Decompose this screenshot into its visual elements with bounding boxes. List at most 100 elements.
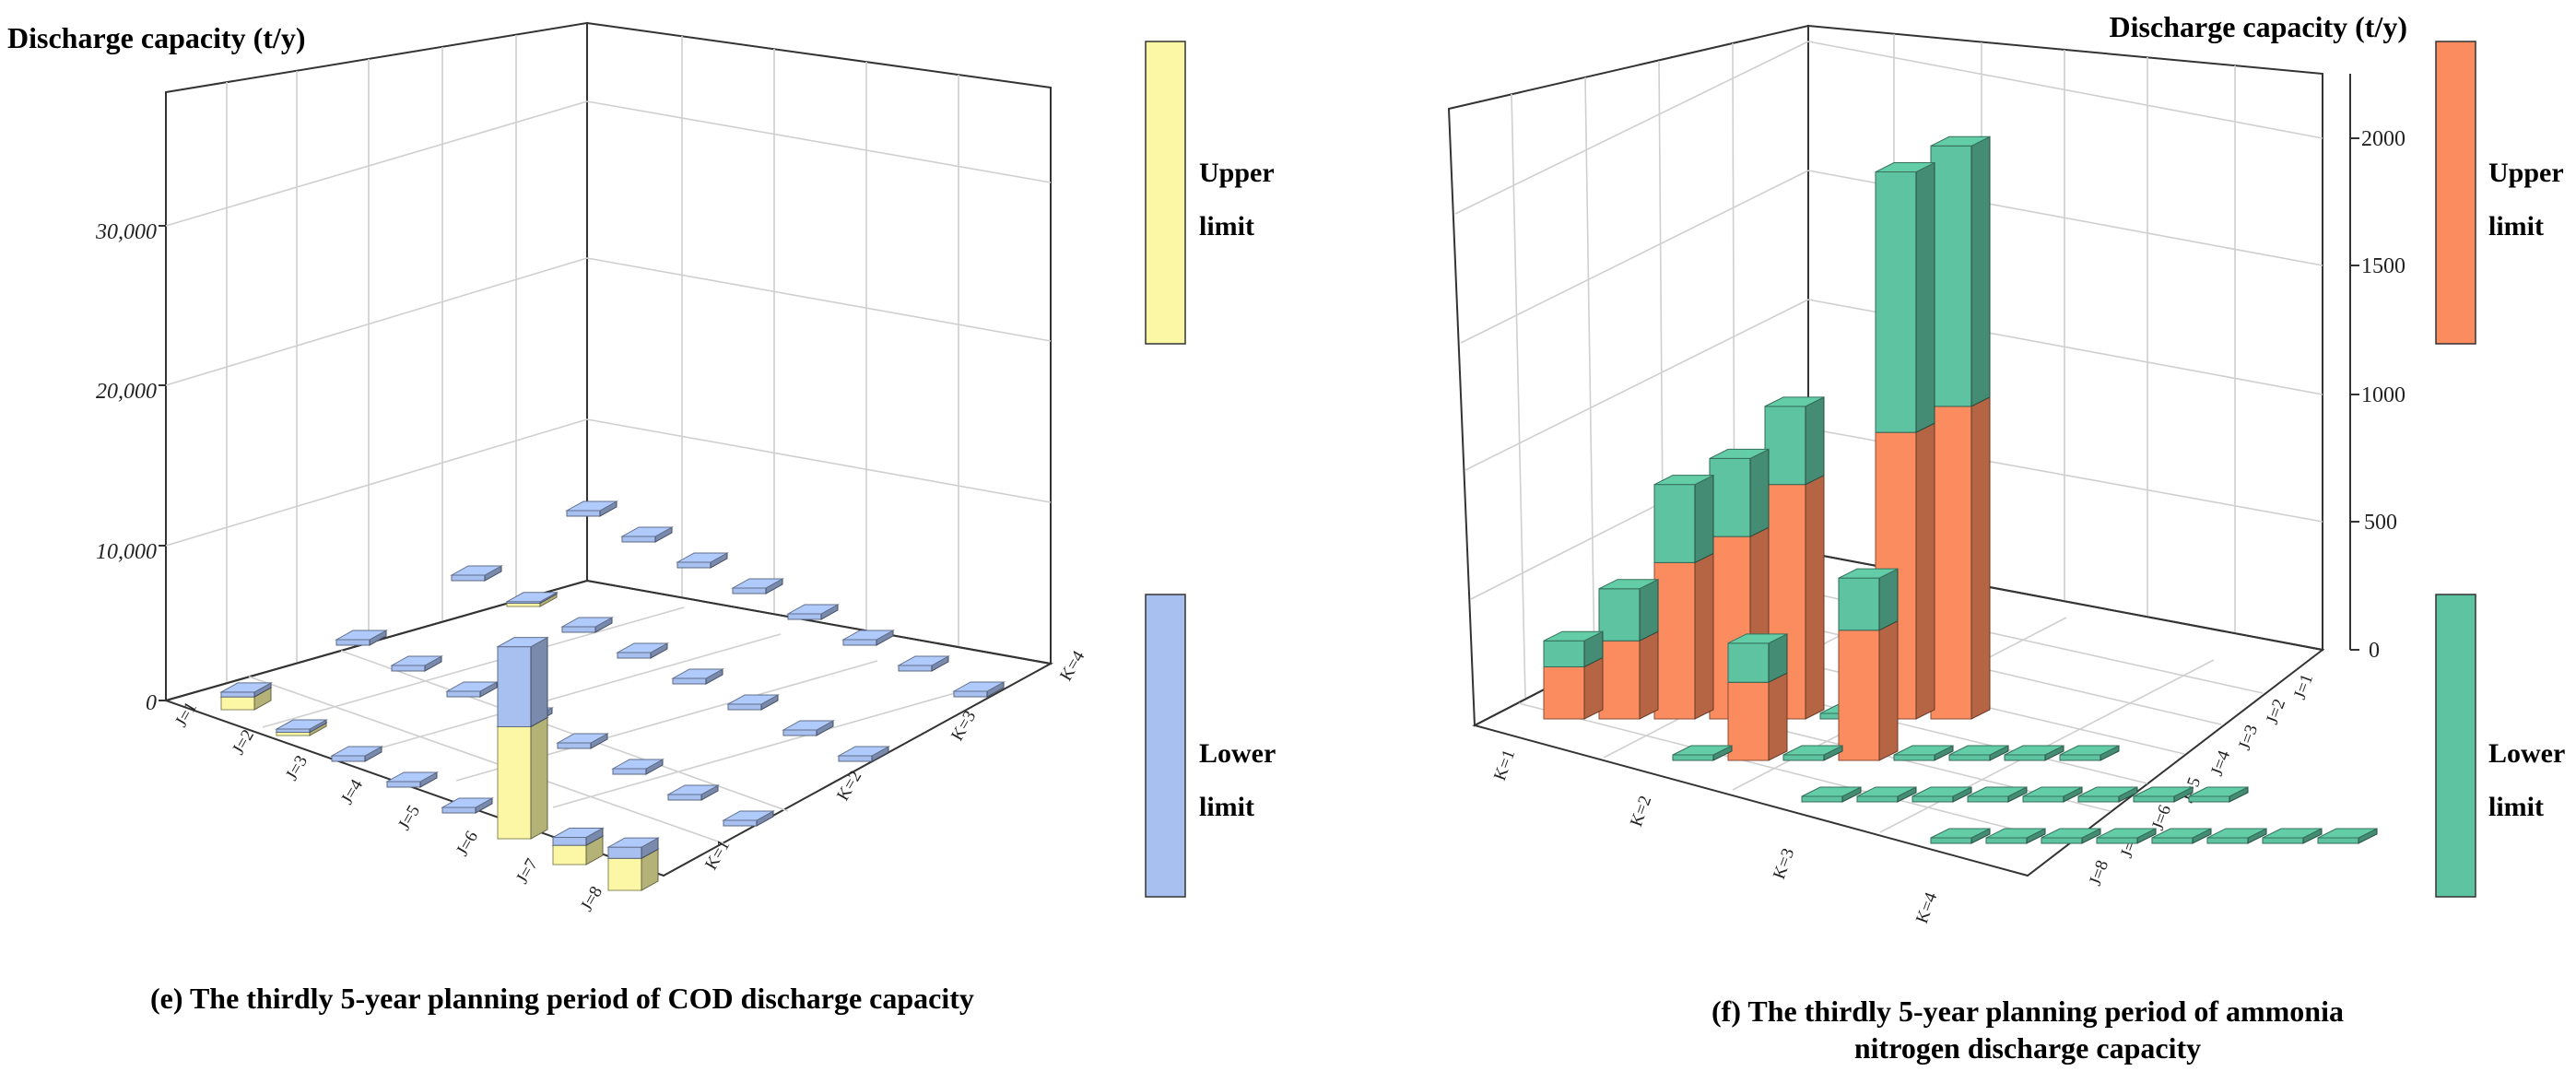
bar-0-3 [385, 771, 439, 788]
x-tick-label: K=3 [1770, 846, 1798, 882]
bar-flat-top [841, 630, 895, 641]
bar-1-0 [2059, 745, 2120, 761]
bar-flat-front [1985, 837, 2028, 844]
bar-flat-top [1782, 745, 1843, 756]
bar-lower-front [1838, 577, 1880, 631]
bar-upper-front [220, 696, 255, 711]
chart-f-caption-line1: (f) The thirdly 5-year planning period o… [1711, 995, 2344, 1028]
chart-e-zlabel: Discharge capacity (t/y) [7, 21, 305, 54]
bar-flat-top [2206, 828, 2267, 839]
chart-f-zlabel: Discharge capacity (t/y) [2110, 10, 2407, 43]
bar-upper-side [1583, 656, 1604, 720]
bar-flat-top [782, 720, 835, 731]
bar-flat-front [1911, 795, 1954, 803]
bar-flat-front [732, 587, 767, 594]
bar-flat-front [386, 781, 421, 788]
chart-f-z-ticks: 0 500 1000 1500 2000 [2349, 74, 2405, 663]
bar-flat-front [2151, 837, 2194, 844]
y-tick-label: J=4 [2207, 748, 2234, 779]
z-tick: 0 [146, 691, 157, 715]
bar-lower-front [1543, 640, 1585, 667]
bar-flat-top [330, 746, 383, 757]
bar-flat-front [2262, 837, 2304, 844]
bar-upper-front [1543, 665, 1585, 720]
bar-flat-top [385, 771, 439, 783]
bar-3-0 [2317, 828, 2378, 844]
bar-flat-front [787, 613, 822, 620]
bar-2-4 [1967, 786, 2028, 803]
bar-flat-top [2262, 828, 2323, 839]
bar-2-1 [505, 591, 559, 607]
bar-flat-top [2188, 786, 2249, 797]
bar-upper-front [1930, 406, 1972, 720]
bar-upper-front [552, 844, 587, 865]
bar-3-3 [2151, 828, 2212, 844]
bar-flat-top [560, 617, 614, 628]
bar-1-5 [1782, 745, 1843, 761]
bar-2-0 [450, 565, 503, 582]
bar-1-3 [1893, 745, 1954, 761]
bar-1-2 [1948, 745, 2009, 761]
bar-lower-top [1930, 135, 1991, 147]
bar-lower-top [606, 837, 660, 848]
bar-lower-front [552, 836, 587, 846]
bar-lower-front [1875, 171, 1917, 433]
legend-label-upper-2: limit [2488, 211, 2544, 241]
bar-0-2 [330, 746, 383, 762]
bar-flat-front [676, 561, 712, 569]
bar-flat-front [391, 665, 426, 672]
bar-flat-top [441, 797, 494, 808]
x-tick-label: K=1 [1490, 748, 1519, 783]
bar-0-4 [441, 797, 494, 814]
bar-flat-front [2022, 795, 2064, 803]
z-tick: 500 [2364, 511, 2397, 535]
bar-flat-top [1856, 786, 1917, 797]
bar-flat-top [1967, 786, 2028, 797]
bar-2-6 [782, 720, 835, 736]
chart-e-bars [219, 500, 1006, 891]
bar-flat-front [1672, 754, 1714, 761]
y-tick-label: K=1 [701, 837, 734, 874]
bar-1-7 [1672, 745, 1733, 761]
bar-flat-front [2317, 837, 2359, 844]
bar-flat-top [676, 552, 729, 563]
bar-flat-front [1948, 754, 1991, 761]
x-tick-label: J=4 [337, 776, 367, 808]
bar-lower-top [1875, 162, 1935, 173]
bar-3-1 [620, 526, 674, 543]
bar-lower-front [1930, 145, 1972, 407]
bar-3-6 [897, 655, 950, 672]
bar-flat-top [445, 681, 499, 692]
bar-lower-top [1543, 630, 1604, 642]
bar-3-3 [731, 578, 784, 594]
chart-f-legend: Upper limit Lower limit [2435, 41, 2565, 898]
bar-flat-top [671, 668, 724, 679]
bar-upper-side [1694, 552, 1714, 720]
legend-swatch-lower [1145, 594, 1186, 898]
bar-flat-front [1930, 837, 1972, 844]
z-tick: 2000 [2361, 127, 2405, 151]
bar-3-2 [2206, 828, 2267, 844]
bar-lower-front [1598, 588, 1641, 642]
bar-lower-top [219, 682, 273, 693]
chart-e-z-ticks: 0 10,000 20,000 30,000 [95, 220, 166, 715]
bar-flat-front [2133, 795, 2175, 803]
bar-lower-top [551, 827, 605, 838]
bar-2-4 [671, 668, 724, 685]
x-tick-label: K=2 [1627, 794, 1655, 830]
bar-0-5 [496, 636, 549, 840]
bar-lower-side [1749, 448, 1770, 537]
bar-upper-side [1768, 672, 1788, 761]
y-tick-label: J=8 [2086, 858, 2112, 889]
bar-flat-front [2077, 795, 2120, 803]
legend-label-lower-2: limit [1199, 792, 1254, 822]
bar-flat-top [722, 810, 775, 821]
bar-flat-top [1801, 786, 1862, 797]
x-tick-label: K=4 [1912, 889, 1942, 926]
bar-upper-front [607, 857, 642, 891]
bar-upper-front [1653, 561, 1696, 720]
bar-flat-top [2004, 745, 2064, 756]
bar-1-5 [611, 759, 665, 775]
bar-flat-front [2059, 754, 2101, 761]
